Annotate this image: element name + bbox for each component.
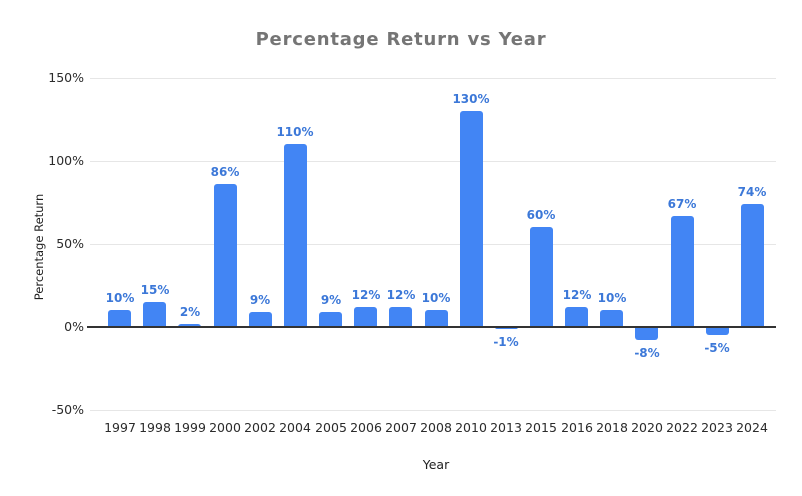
bar-2020[interactable] — [635, 327, 658, 340]
bar-value-label: 12% — [386, 288, 416, 302]
bar-1998[interactable] — [143, 302, 166, 327]
zero-axis-line — [87, 326, 776, 328]
y-tick-label: 100% — [48, 153, 84, 168]
bar-value-label: 86% — [210, 165, 240, 179]
x-tick-label: 2022 — [666, 420, 698, 435]
x-tick-label: 2007 — [385, 420, 417, 435]
bar-2015[interactable] — [530, 227, 553, 327]
gridline — [90, 78, 776, 79]
x-tick-label: 2016 — [561, 420, 593, 435]
x-tick-label: 2024 — [736, 420, 768, 435]
bar-2005[interactable] — [319, 312, 342, 327]
bar-2002[interactable] — [249, 312, 272, 327]
bar-2016[interactable] — [565, 307, 588, 327]
bar-2007[interactable] — [389, 307, 412, 327]
gridline — [90, 161, 776, 162]
bar-2022[interactable] — [671, 216, 694, 327]
y-tick-label: 150% — [48, 70, 84, 85]
bar-value-label: 74% — [737, 185, 767, 199]
bar-value-label: 110% — [276, 125, 314, 139]
x-tick-label: 1997 — [104, 420, 136, 435]
x-tick-label: 2020 — [631, 420, 663, 435]
bar-2013[interactable] — [495, 327, 518, 329]
bar-value-label: -1% — [493, 335, 519, 349]
bar-value-label: 12% — [562, 288, 592, 302]
bar-2024[interactable] — [741, 204, 764, 327]
chart-title: Percentage Return vs Year — [255, 29, 547, 50]
bar-value-label: 9% — [249, 293, 271, 307]
bar-value-label: 10% — [421, 291, 451, 305]
x-tick-label: 2002 — [244, 420, 276, 435]
x-tick-label: 2006 — [350, 420, 382, 435]
gridline — [90, 410, 776, 411]
x-tick-label: 1998 — [139, 420, 171, 435]
bar-2004[interactable] — [284, 144, 307, 327]
bar-value-label: 12% — [351, 288, 381, 302]
bar-2000[interactable] — [214, 184, 237, 327]
y-tick-label: 50% — [56, 236, 84, 251]
x-tick-label: 2008 — [420, 420, 452, 435]
bar-1999[interactable] — [178, 324, 201, 327]
bar-2008[interactable] — [425, 310, 448, 327]
y-tick-label: 0% — [64, 319, 84, 334]
bar-value-label: 15% — [140, 283, 170, 297]
bar-2006[interactable] — [354, 307, 377, 327]
bar-value-label: 10% — [597, 291, 627, 305]
x-tick-label: 2010 — [455, 420, 487, 435]
bar-value-label: 67% — [667, 197, 697, 211]
bar-value-label: 10% — [105, 291, 135, 305]
bar-2023[interactable] — [706, 327, 729, 335]
bar-2018[interactable] — [600, 310, 623, 327]
bar-2010[interactable] — [460, 111, 483, 327]
x-tick-label: 2023 — [701, 420, 733, 435]
x-tick-label: 2015 — [525, 420, 557, 435]
bar-1997[interactable] — [108, 310, 131, 327]
bar-value-label: -5% — [704, 341, 730, 355]
x-tick-label: 1999 — [174, 420, 206, 435]
x-tick-label: 2005 — [315, 420, 347, 435]
x-tick-label: 2013 — [490, 420, 522, 435]
x-tick-label: 2000 — [209, 420, 241, 435]
bar-value-label: 9% — [320, 293, 342, 307]
bar-value-label: 60% — [526, 208, 556, 222]
y-tick-label: -50% — [51, 402, 84, 417]
bar-value-label: -8% — [634, 346, 660, 360]
x-tick-label: 2018 — [596, 420, 628, 435]
x-tick-label: 2004 — [279, 420, 311, 435]
bar-value-label: 130% — [452, 92, 490, 106]
bar-value-label: 2% — [179, 305, 201, 319]
gridline — [90, 244, 776, 245]
x-axis-title: Year — [422, 457, 450, 472]
